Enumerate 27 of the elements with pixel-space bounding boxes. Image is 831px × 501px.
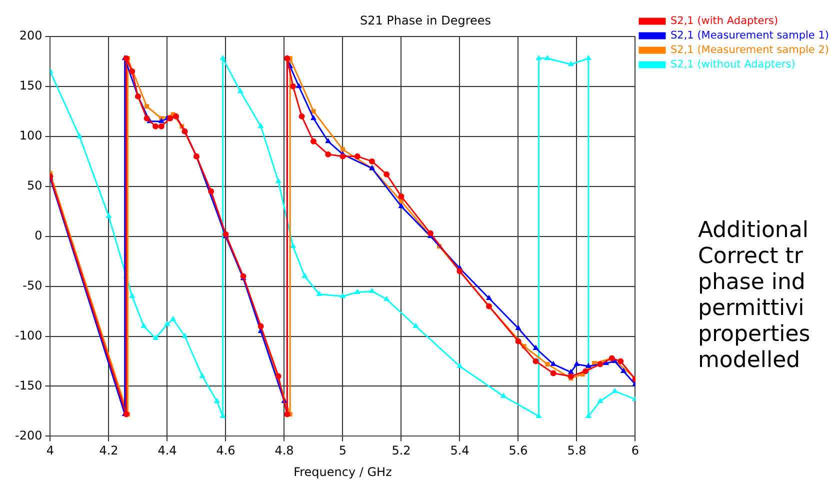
y-tick-label: 50 [26,178,42,192]
y-tick-label: 150 [19,78,42,92]
text: Additional Correct tr phase ind permittivi properties modelled [698,218,812,374]
y-tick-label: 100 [19,128,42,142]
x-axis-title: Frequency / GHz [294,464,392,479]
x-tick-label: 4.6 [216,444,236,458]
chart-title: S21 Phase in Degrees [360,13,492,28]
y-tick-label: -100 [15,328,42,342]
x-tick-label: 4.2 [99,444,118,458]
legend-label: S2,1 (Measurement sample 2) [670,44,830,56]
y-tick-label: -150 [15,378,42,392]
x-tick-label: 6 [631,444,640,458]
y-tick-label: -200 [15,428,42,442]
y-tick-label: 0 [34,228,42,242]
x-tick-label: 5 [338,444,347,458]
legend-label: S2,1 (with Adapters) [670,14,778,27]
y-tick-label: 200 [19,28,42,43]
x-tick-label: 5.4 [450,444,470,458]
y-tick-label: -50 [22,278,42,292]
x-tick-label: 5.6 [508,444,528,458]
x-tick-label: 5.8 [567,444,586,458]
legend-label: S2,1 (Measurement sample 1) [670,29,830,42]
x-tick-label: 4.4 [158,444,177,458]
x-tick-label: 5.2 [392,444,411,458]
x-tick-label: 4.8 [274,444,294,458]
legend-label: S2,1 (without Adapters) [670,58,796,70]
x-tick-label: 4 [46,444,54,458]
